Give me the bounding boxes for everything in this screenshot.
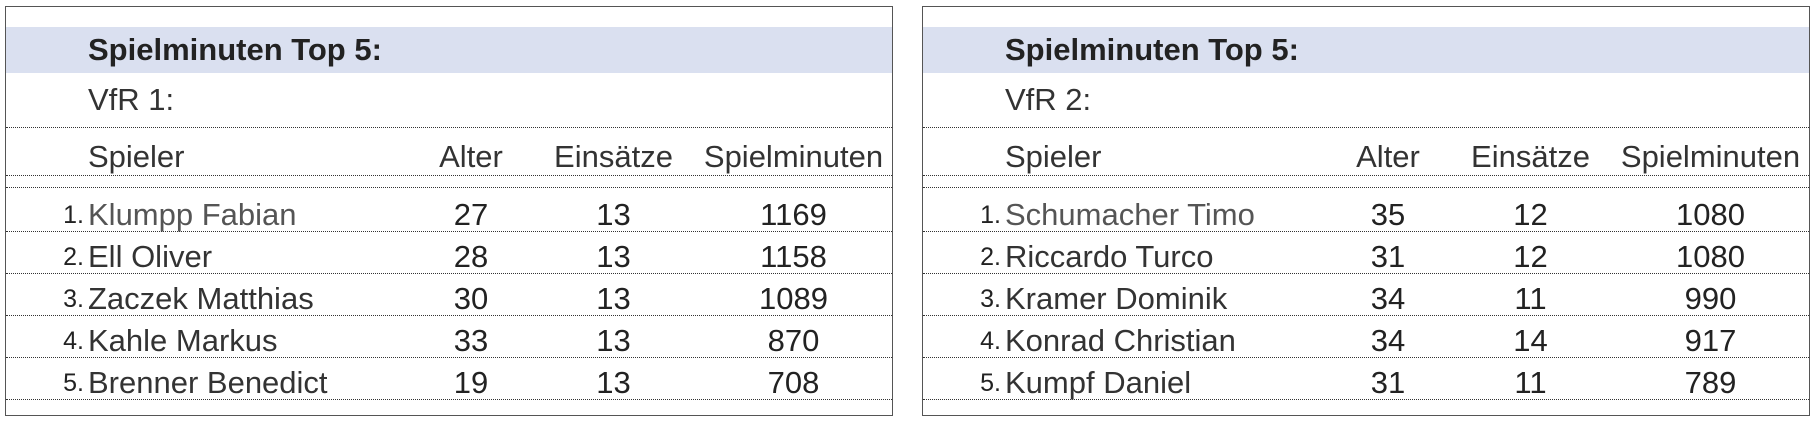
minutes-cell: 1169 (760, 197, 827, 232)
table-row: 5. Kumpf Daniel 31 11 789 (923, 362, 1809, 404)
divider (923, 357, 1809, 358)
player-cell: Schumacher Timo (1005, 197, 1255, 232)
appearances-cell: 13 (596, 281, 631, 316)
header-minutes: Spielminuten (1620, 139, 1801, 174)
rank-cell: 3. (63, 285, 84, 313)
rank-cell: 4. (63, 327, 84, 355)
table-row: 4. Konrad Christian 34 14 917 (923, 320, 1809, 362)
team-name: VfR 1: (88, 82, 175, 117)
table-row: 3. Zaczek Matthias 30 13 1089 (6, 278, 892, 320)
player-cell: Kahle Markus (88, 323, 278, 358)
divider (6, 175, 892, 176)
appearances-cell: 13 (596, 323, 631, 358)
rank-cell: 5. (63, 369, 84, 397)
divider (6, 187, 892, 188)
divider (923, 127, 1809, 128)
rank-cell: 3. (980, 285, 1001, 313)
divider (923, 315, 1809, 316)
divider (6, 231, 892, 232)
minutes-cell: 917 (1684, 323, 1737, 358)
player-cell: Zaczek Matthias (88, 281, 314, 316)
table-row: 3. Kramer Dominik 34 11 990 (923, 278, 1809, 320)
appearances-cell: 13 (596, 365, 631, 400)
minutes-cell: 789 (1684, 365, 1737, 400)
appearances-cell: 13 (596, 239, 631, 274)
divider (6, 315, 892, 316)
title-band (923, 27, 1809, 73)
minutes-cell: 1080 (1676, 239, 1745, 274)
divider (923, 175, 1809, 176)
table-title: Spielminuten Top 5: (1005, 32, 1299, 67)
appearances-cell: 14 (1513, 323, 1548, 358)
age-cell: 35 (1370, 197, 1406, 232)
rank-cell: 2. (63, 243, 84, 271)
minutes-cell: 708 (767, 365, 820, 400)
appearances-cell: 11 (1514, 365, 1547, 400)
player-cell: Kramer Dominik (1005, 281, 1228, 316)
age-cell: 27 (453, 197, 489, 232)
player-cell: Brenner Benedict (88, 365, 328, 400)
table-row: 1. Klumpp Fabian 27 13 1169 (6, 194, 892, 236)
rank-cell: 2. (980, 243, 1001, 271)
divider (923, 231, 1809, 232)
table-row: 1. Schumacher Timo 35 12 1080 (923, 194, 1809, 236)
header-age: Alter (439, 139, 503, 174)
appearances-cell: 12 (1513, 239, 1548, 274)
table-panel-vfr2: Spielminuten Top 5: VfR 2: Spieler Alter… (922, 6, 1810, 416)
header-appearances: Einsätze (554, 139, 673, 174)
rank-cell: 5. (980, 369, 1001, 397)
divider (923, 187, 1809, 188)
rank-cell: 4. (980, 327, 1001, 355)
age-cell: 31 (1370, 239, 1406, 274)
table-row: 5. Brenner Benedict 19 13 708 (6, 362, 892, 404)
minutes-cell: 990 (1684, 281, 1737, 316)
appearances-cell: 12 (1513, 197, 1548, 232)
team-name: VfR 2: (1005, 82, 1092, 117)
age-cell: 34 (1370, 323, 1406, 358)
divider (6, 357, 892, 358)
table-title: Spielminuten Top 5: (88, 32, 382, 67)
divider (6, 399, 892, 400)
minutes-cell: 1158 (760, 239, 827, 274)
player-cell: Klumpp Fabian (88, 197, 297, 232)
player-cell: Konrad Christian (1005, 323, 1236, 358)
divider (6, 127, 892, 128)
age-cell: 33 (453, 323, 489, 358)
table-row: 2. Ell Oliver 28 13 1158 (6, 236, 892, 278)
player-cell: Ell Oliver (88, 239, 213, 274)
table-row: 2. Riccardo Turco 31 12 1080 (923, 236, 1809, 278)
minutes-cell: 1089 (759, 281, 828, 316)
age-cell: 19 (453, 365, 489, 400)
header-appearances: Einsätze (1471, 139, 1590, 174)
table-row: 4. Kahle Markus 33 13 870 (6, 320, 892, 362)
age-cell: 30 (453, 281, 489, 316)
appearances-cell: 13 (596, 197, 631, 232)
header-player: Spieler (88, 139, 185, 174)
header-age: Alter (1356, 139, 1420, 174)
divider (923, 399, 1809, 400)
age-cell: 28 (453, 239, 489, 274)
age-cell: 31 (1370, 365, 1406, 400)
divider (923, 273, 1809, 274)
player-cell: Riccardo Turco (1005, 239, 1214, 274)
rank-cell: 1. (63, 201, 84, 229)
divider (6, 273, 892, 274)
minutes-cell: 870 (767, 323, 820, 358)
appearances-cell: 11 (1514, 281, 1547, 316)
header-minutes: Spielminuten (703, 139, 884, 174)
age-cell: 34 (1370, 281, 1406, 316)
header-player: Spieler (1005, 139, 1102, 174)
rank-cell: 1. (980, 201, 1001, 229)
minutes-cell: 1080 (1676, 197, 1745, 232)
title-band (6, 27, 892, 73)
table-panel-vfr1: Spielminuten Top 5: VfR 1: Spieler Alter… (5, 6, 893, 416)
player-cell: Kumpf Daniel (1005, 365, 1192, 400)
